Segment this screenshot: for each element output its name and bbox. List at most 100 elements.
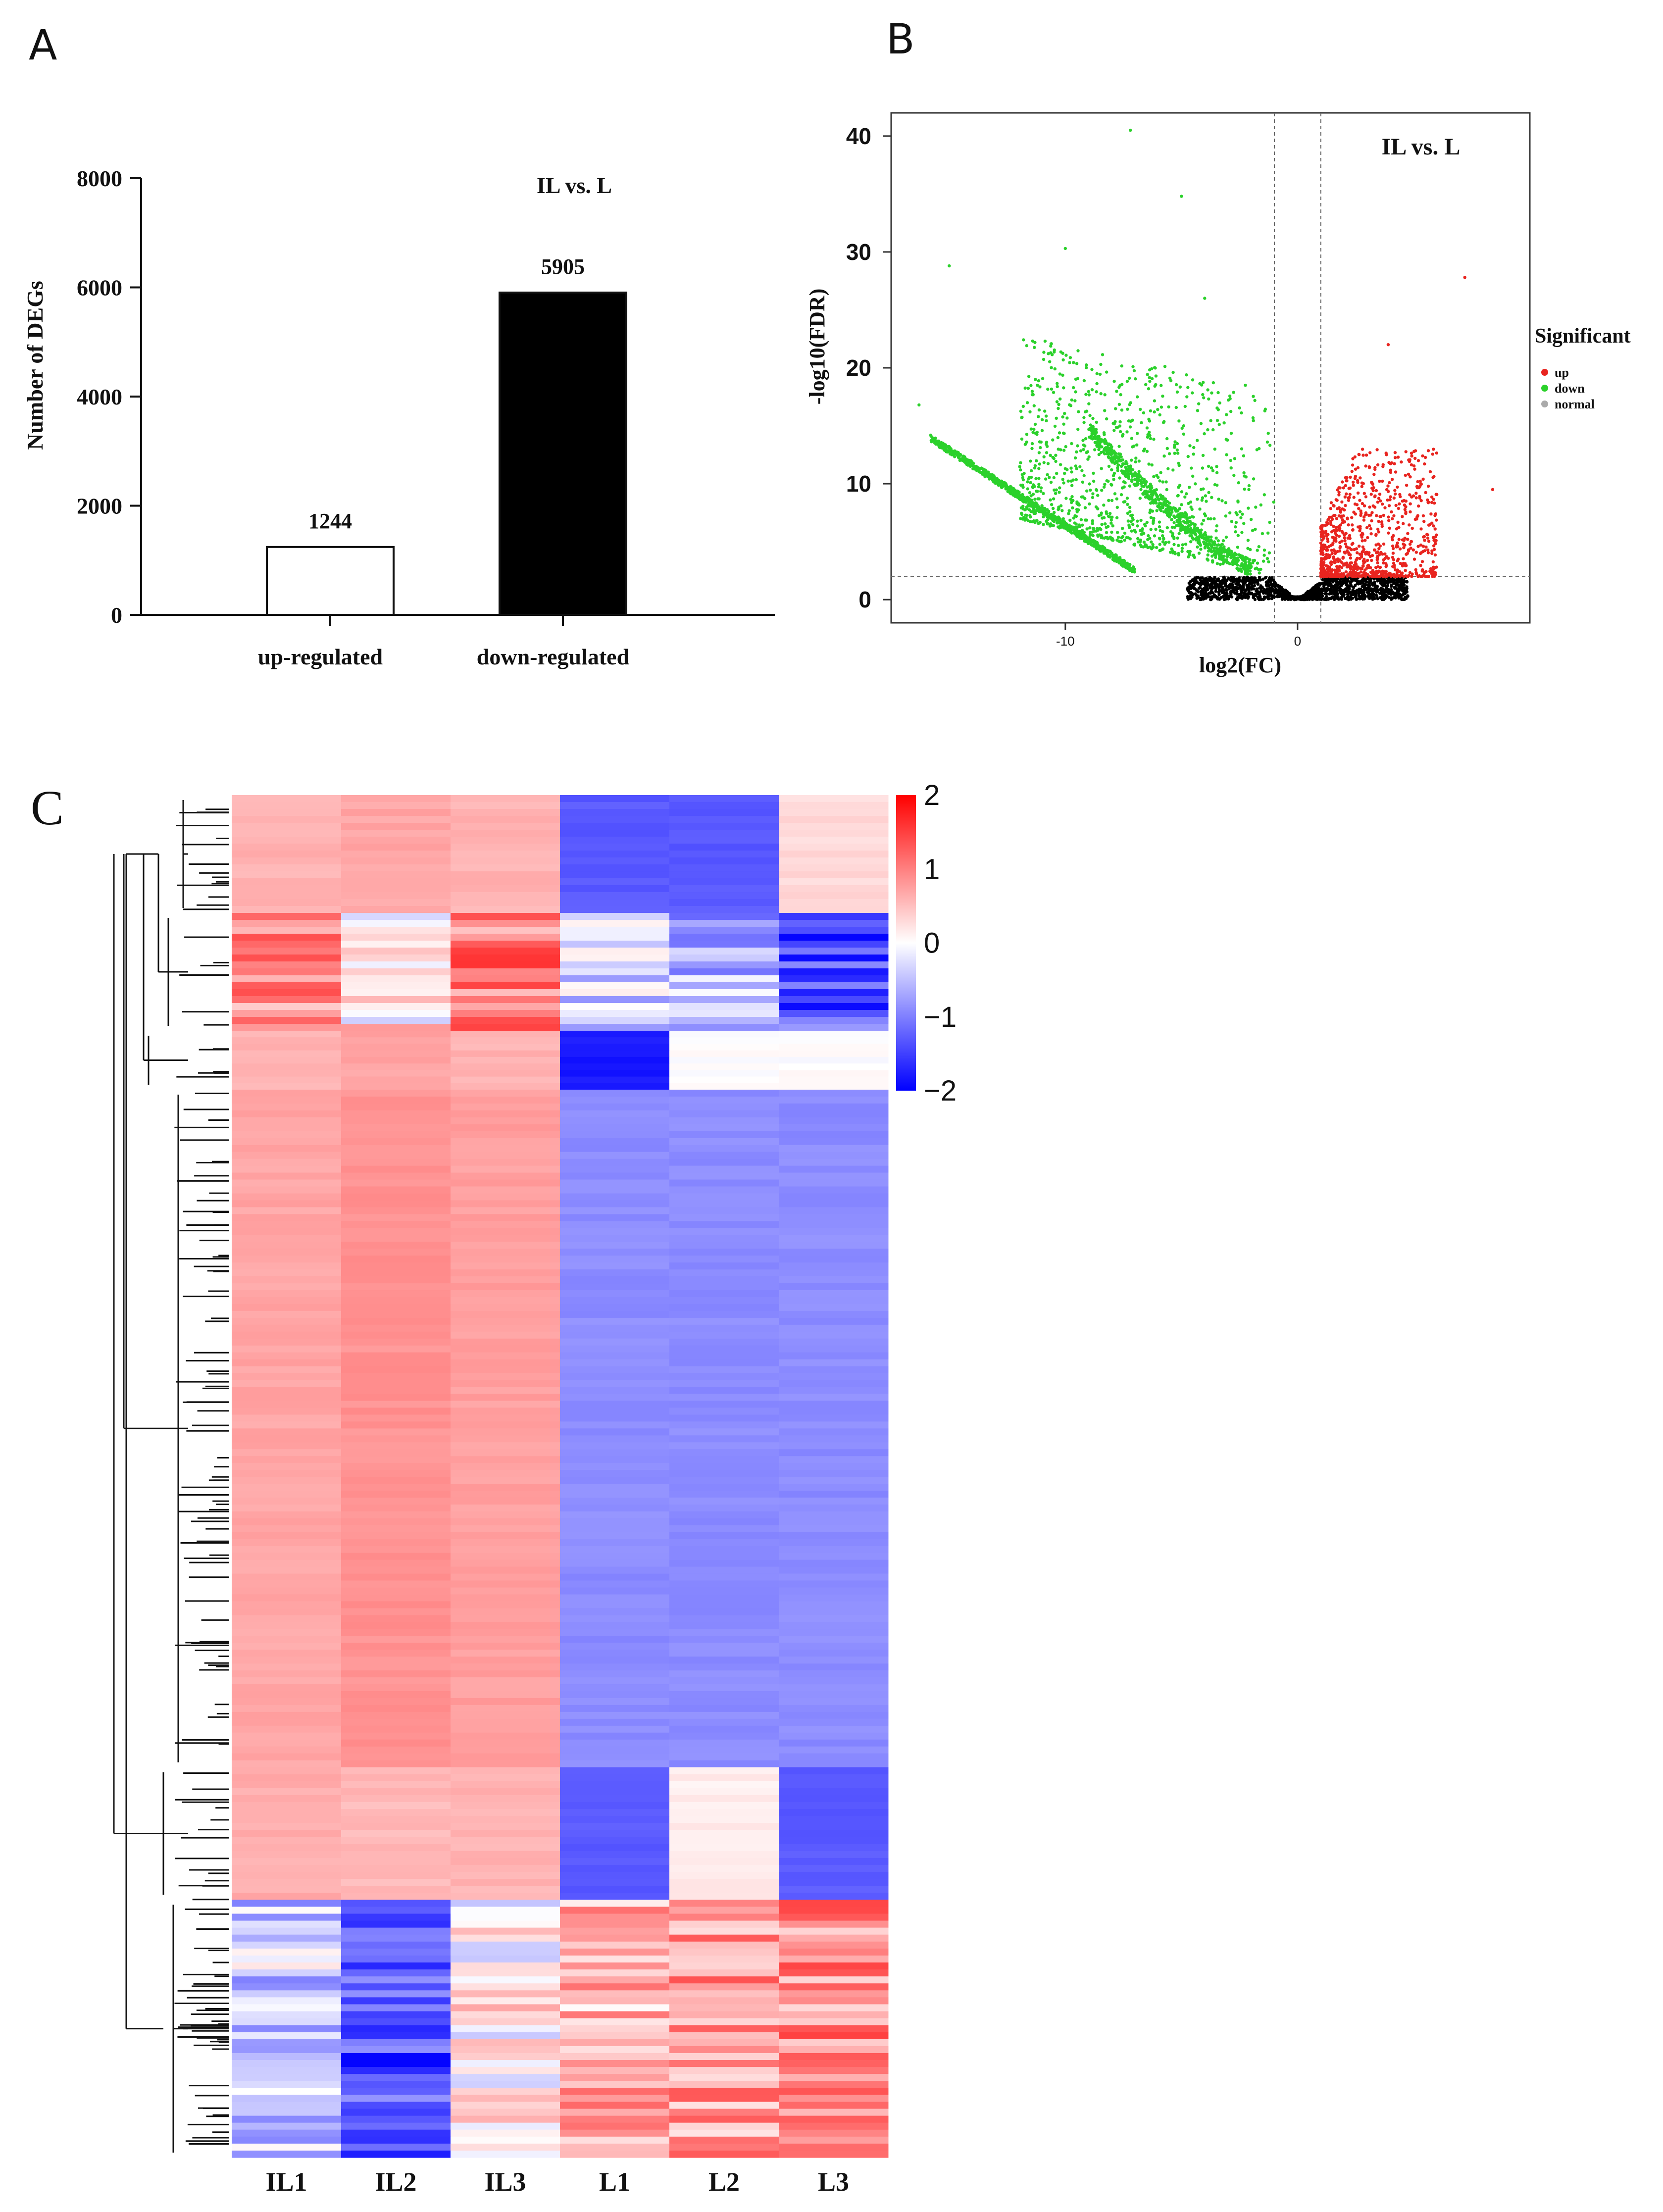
point-down bbox=[1236, 563, 1239, 567]
point-up bbox=[1343, 536, 1346, 540]
point-down bbox=[1183, 495, 1187, 499]
heatmap-cell-L3 bbox=[779, 927, 889, 934]
point-down bbox=[1102, 503, 1106, 507]
point-up bbox=[1392, 514, 1396, 518]
heatmap-cell-L2 bbox=[669, 816, 779, 823]
heatmap-cell-IL1 bbox=[232, 864, 342, 872]
point-up bbox=[1334, 526, 1338, 530]
point-up bbox=[1378, 499, 1382, 503]
point-down bbox=[1039, 446, 1042, 450]
point-down bbox=[1064, 497, 1068, 500]
point-down bbox=[1113, 456, 1117, 459]
heatmap-cell-L1 bbox=[560, 941, 670, 948]
point-up bbox=[1376, 527, 1380, 531]
point-down bbox=[1142, 449, 1146, 452]
point-down bbox=[1074, 390, 1077, 394]
point-down bbox=[1081, 439, 1085, 442]
point-up bbox=[1392, 558, 1396, 561]
point-down bbox=[1154, 527, 1158, 531]
point-down bbox=[984, 472, 988, 475]
point-down bbox=[1087, 542, 1091, 545]
heatmap-cell-IL2 bbox=[341, 892, 451, 900]
point-up bbox=[1376, 550, 1380, 554]
point-down bbox=[1076, 535, 1079, 539]
point-down bbox=[1182, 520, 1185, 523]
point-down bbox=[1153, 399, 1157, 402]
point-down bbox=[1088, 435, 1091, 439]
point-normal bbox=[1358, 591, 1361, 595]
point-down bbox=[1254, 505, 1258, 509]
point-down bbox=[1234, 521, 1238, 524]
point-up bbox=[1360, 481, 1364, 485]
point-down bbox=[1204, 533, 1208, 537]
point-up bbox=[1351, 463, 1355, 467]
point-up bbox=[1333, 550, 1337, 553]
point-up bbox=[1416, 459, 1420, 462]
point-up bbox=[1424, 491, 1427, 495]
point-down bbox=[1137, 470, 1141, 473]
point-up bbox=[1339, 510, 1343, 514]
point-up bbox=[1414, 496, 1418, 500]
heatmap-cell-IL2 bbox=[341, 961, 451, 969]
point-down bbox=[1129, 419, 1132, 423]
point-down bbox=[1115, 497, 1118, 501]
point-normal bbox=[1253, 593, 1257, 596]
point-down bbox=[1206, 553, 1209, 557]
point-up bbox=[1334, 537, 1338, 541]
point-down bbox=[1051, 506, 1055, 510]
point-down bbox=[1177, 419, 1181, 423]
point-down bbox=[1067, 523, 1071, 527]
point-down bbox=[1090, 388, 1094, 392]
point-normal bbox=[1406, 595, 1410, 598]
point-down bbox=[1032, 404, 1036, 407]
point-up bbox=[1343, 520, 1347, 524]
point-down bbox=[1243, 559, 1247, 563]
point-down bbox=[1111, 451, 1115, 455]
point-up bbox=[1362, 504, 1366, 507]
point-down bbox=[1173, 452, 1176, 455]
point-down bbox=[1120, 560, 1123, 564]
point-down bbox=[929, 433, 933, 437]
point-down bbox=[978, 467, 982, 471]
point-down bbox=[1148, 511, 1152, 514]
point-normal bbox=[1323, 583, 1326, 586]
point-down bbox=[1206, 388, 1209, 392]
heatmap-cell-L2 bbox=[669, 844, 779, 851]
point-up bbox=[1408, 458, 1411, 461]
point-down bbox=[1066, 479, 1070, 483]
legend-label-down: down bbox=[1555, 381, 1585, 396]
heatmap-cell-L2 bbox=[669, 934, 779, 941]
point-down bbox=[1191, 391, 1194, 395]
point-normal bbox=[1225, 588, 1229, 592]
heatmap-cell-IL1 bbox=[232, 871, 342, 879]
point-normal bbox=[1320, 587, 1324, 591]
point-normal bbox=[1214, 587, 1218, 590]
point-down bbox=[1181, 524, 1184, 528]
point-down bbox=[1122, 500, 1125, 504]
point-down bbox=[1127, 565, 1131, 569]
point-down bbox=[1128, 510, 1132, 513]
point-down bbox=[1049, 498, 1052, 502]
heatmap-cell-L2 bbox=[669, 802, 779, 809]
point-up bbox=[1370, 519, 1373, 523]
point-down bbox=[1161, 395, 1164, 398]
point-up bbox=[1363, 574, 1367, 577]
point-down bbox=[1030, 442, 1034, 446]
point-down bbox=[1054, 492, 1058, 495]
point-down bbox=[990, 477, 994, 481]
point-normal bbox=[1363, 595, 1367, 599]
point-normal bbox=[1204, 582, 1207, 586]
point-down bbox=[1132, 567, 1135, 570]
point-normal bbox=[1393, 594, 1397, 597]
point-down bbox=[1089, 488, 1092, 492]
point-up bbox=[1401, 538, 1405, 542]
point-down bbox=[1062, 422, 1065, 426]
point-down bbox=[1226, 550, 1230, 553]
point-down bbox=[1004, 482, 1008, 486]
point-down bbox=[1134, 456, 1138, 460]
heatmap-cell-L3 bbox=[779, 899, 889, 906]
point-up bbox=[1326, 537, 1329, 541]
point-up bbox=[1427, 523, 1431, 527]
point-down bbox=[1191, 378, 1195, 382]
point-down bbox=[1149, 502, 1153, 505]
